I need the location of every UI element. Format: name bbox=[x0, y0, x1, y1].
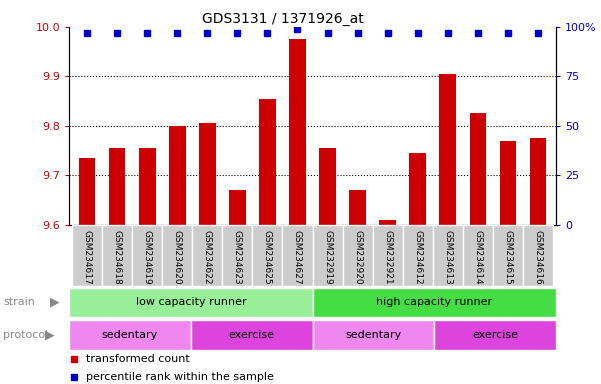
Bar bbox=[439, 74, 456, 225]
Text: low capacity runner: low capacity runner bbox=[135, 297, 246, 308]
FancyBboxPatch shape bbox=[192, 225, 222, 286]
FancyBboxPatch shape bbox=[72, 225, 102, 286]
Text: exercise: exercise bbox=[228, 330, 275, 340]
Bar bbox=[469, 113, 486, 225]
FancyBboxPatch shape bbox=[373, 225, 403, 286]
FancyBboxPatch shape bbox=[403, 225, 433, 286]
Bar bbox=[379, 220, 396, 225]
FancyBboxPatch shape bbox=[313, 225, 343, 286]
Text: sedentary: sedentary bbox=[345, 330, 401, 340]
Text: GSM232921: GSM232921 bbox=[383, 230, 392, 284]
FancyBboxPatch shape bbox=[162, 225, 192, 286]
FancyBboxPatch shape bbox=[343, 225, 373, 286]
FancyBboxPatch shape bbox=[102, 225, 132, 286]
FancyBboxPatch shape bbox=[252, 225, 282, 286]
FancyBboxPatch shape bbox=[463, 225, 493, 286]
FancyBboxPatch shape bbox=[523, 225, 553, 286]
Bar bbox=[139, 148, 156, 225]
Bar bbox=[499, 141, 516, 225]
Bar bbox=[169, 126, 186, 225]
Bar bbox=[259, 99, 276, 225]
FancyBboxPatch shape bbox=[435, 320, 556, 350]
FancyBboxPatch shape bbox=[69, 320, 191, 350]
Text: GSM232919: GSM232919 bbox=[323, 230, 332, 284]
Text: GSM234613: GSM234613 bbox=[444, 230, 452, 284]
FancyBboxPatch shape bbox=[313, 288, 556, 317]
Text: GDS3131 / 1371926_at: GDS3131 / 1371926_at bbox=[201, 12, 364, 25]
FancyBboxPatch shape bbox=[132, 225, 162, 286]
Bar bbox=[79, 158, 96, 225]
Text: GSM234618: GSM234618 bbox=[113, 230, 121, 284]
Text: GSM234614: GSM234614 bbox=[474, 230, 482, 284]
Text: GSM234616: GSM234616 bbox=[534, 230, 542, 284]
FancyBboxPatch shape bbox=[282, 225, 313, 286]
Bar bbox=[229, 190, 246, 225]
Text: high capacity runner: high capacity runner bbox=[376, 297, 492, 308]
Text: strain: strain bbox=[3, 297, 35, 308]
Bar bbox=[319, 148, 336, 225]
FancyBboxPatch shape bbox=[191, 320, 313, 350]
Text: GSM234627: GSM234627 bbox=[293, 230, 302, 284]
Bar bbox=[409, 153, 426, 225]
Text: GSM234620: GSM234620 bbox=[173, 230, 182, 284]
Text: GSM232920: GSM232920 bbox=[353, 230, 362, 284]
Text: GSM234623: GSM234623 bbox=[233, 230, 242, 284]
FancyBboxPatch shape bbox=[493, 225, 523, 286]
Bar bbox=[289, 39, 306, 225]
Text: percentile rank within the sample: percentile rank within the sample bbox=[86, 372, 274, 382]
FancyBboxPatch shape bbox=[313, 320, 435, 350]
Text: GSM234612: GSM234612 bbox=[413, 230, 422, 284]
Text: protocol: protocol bbox=[3, 330, 48, 340]
Bar bbox=[529, 138, 546, 225]
Text: GSM234625: GSM234625 bbox=[263, 230, 272, 284]
FancyBboxPatch shape bbox=[222, 225, 252, 286]
Text: exercise: exercise bbox=[472, 330, 518, 340]
Text: GSM234619: GSM234619 bbox=[143, 230, 151, 284]
Text: transformed count: transformed count bbox=[86, 354, 190, 364]
FancyBboxPatch shape bbox=[433, 225, 463, 286]
Text: sedentary: sedentary bbox=[102, 330, 158, 340]
Text: ▶: ▶ bbox=[45, 329, 55, 341]
FancyBboxPatch shape bbox=[69, 288, 313, 317]
Text: ▶: ▶ bbox=[50, 296, 59, 309]
Text: GSM234615: GSM234615 bbox=[504, 230, 512, 284]
Bar bbox=[199, 123, 216, 225]
Bar bbox=[109, 148, 126, 225]
Bar bbox=[349, 190, 366, 225]
Text: GSM234617: GSM234617 bbox=[83, 230, 91, 284]
Text: GSM234622: GSM234622 bbox=[203, 230, 212, 284]
